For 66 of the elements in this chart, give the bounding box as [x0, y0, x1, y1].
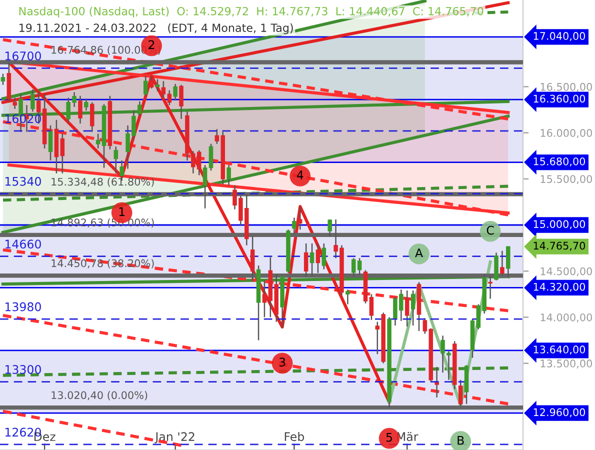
y-tick-label: 16.000,00	[540, 129, 592, 138]
candlestick	[60, 133, 65, 174]
annotation: A	[415, 248, 423, 258]
candlestick	[202, 164, 208, 210]
y-tick-label: 16.500,00	[540, 82, 592, 92]
ref-line-label: 15.000,00	[534, 220, 586, 230]
y-tick-label: 14.500,00	[540, 267, 592, 276]
candlestick	[298, 206, 302, 230]
candlestick	[357, 258, 362, 276]
candlestick	[90, 102, 94, 132]
y-tick-label: 13.500,00	[540, 360, 592, 368]
candlestick	[322, 242, 326, 270]
candlestick	[143, 74, 148, 97]
ref-line-label: 14.320,00	[534, 282, 586, 292]
candlestick	[208, 143, 214, 172]
ref-line-label: 13300	[5, 365, 41, 374]
text: 14.765,70	[534, 242, 586, 251]
annotation: 4	[296, 170, 304, 180]
candlestick	[173, 83, 178, 102]
ref-line-label: 15340	[5, 176, 41, 186]
candlestick	[0, 73, 6, 86]
annotation: 5	[386, 432, 392, 442]
candlestick	[434, 366, 439, 398]
ref-line-label: 12.960,00	[534, 408, 586, 418]
y-tick-label: 15.500,00	[540, 175, 592, 184]
x-tick-label: Jan '22	[154, 432, 194, 444]
candlestick	[500, 250, 504, 276]
ref-line-label: 13.640,00	[534, 346, 586, 354]
candlestick	[404, 290, 410, 328]
candlestick	[262, 280, 267, 318]
candlestick	[316, 242, 320, 274]
y-tick-label: 14.000,00	[540, 313, 592, 322]
text: 19.11.2021 - 24.03.2022 (EDT, 4 Monate, 1 Tag)	[20, 23, 293, 34]
candlestick	[114, 146, 118, 174]
annotation: B	[458, 436, 464, 445]
candlestick	[226, 164, 231, 186]
annotation: 1	[119, 207, 124, 216]
candlestick	[488, 275, 492, 300]
candlestick	[292, 217, 296, 235]
text: Nasdaq-100 (Nasdaq, Last) O: 14.529,72 H: 14.767,73 L: 14.440,67 C: 14.765,70	[19, 6, 484, 18]
ref-line-label: 15.680,00	[534, 157, 586, 166]
ref-line-label: 16700	[5, 51, 41, 60]
ref-line-label: 13.020,40 (0.00%)	[52, 391, 148, 400]
annotation: C	[486, 226, 494, 235]
ref-line-label: 15.334,48 (61.80%)	[52, 178, 154, 187]
candlestick	[410, 290, 416, 326]
candlestick	[369, 294, 374, 321]
ref-line-label: 13980	[5, 302, 41, 312]
candlestick	[179, 84, 184, 120]
candlestick	[149, 75, 154, 90]
candlestick	[155, 78, 160, 92]
annotation: 3	[279, 358, 286, 367]
candlestick	[78, 95, 82, 124]
ref-line-label: 17.040,00	[534, 32, 586, 41]
candlestick	[328, 218, 332, 237]
candlestick	[167, 90, 172, 106]
candlestick	[458, 379, 463, 406]
candlestick	[346, 288, 350, 305]
candlestick	[422, 318, 428, 334]
candlestick	[250, 235, 255, 282]
x-tick-label: Feb	[284, 432, 304, 442]
candlestick	[161, 80, 166, 98]
ref-line-label: 16.360,00	[534, 94, 586, 104]
candlestick	[48, 124, 53, 162]
ref-line-label: 14660	[5, 240, 41, 249]
candlestick	[304, 242, 308, 278]
